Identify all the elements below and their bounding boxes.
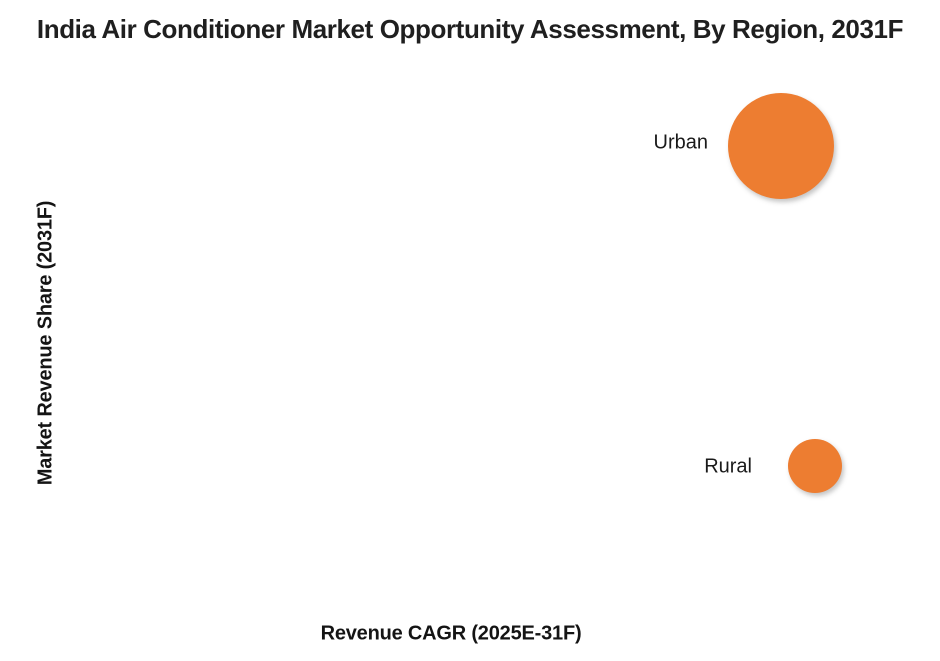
bubble-label-urban: Urban [653, 131, 708, 154]
bubble-urban [728, 93, 834, 199]
bubble-label-rural: Rural [704, 455, 752, 478]
x-axis-label: Revenue CAGR (2025E-31F) [320, 622, 582, 645]
bubble-rural [788, 439, 842, 493]
chart-title: India Air Conditioner Market Opportunity… [36, 14, 904, 44]
